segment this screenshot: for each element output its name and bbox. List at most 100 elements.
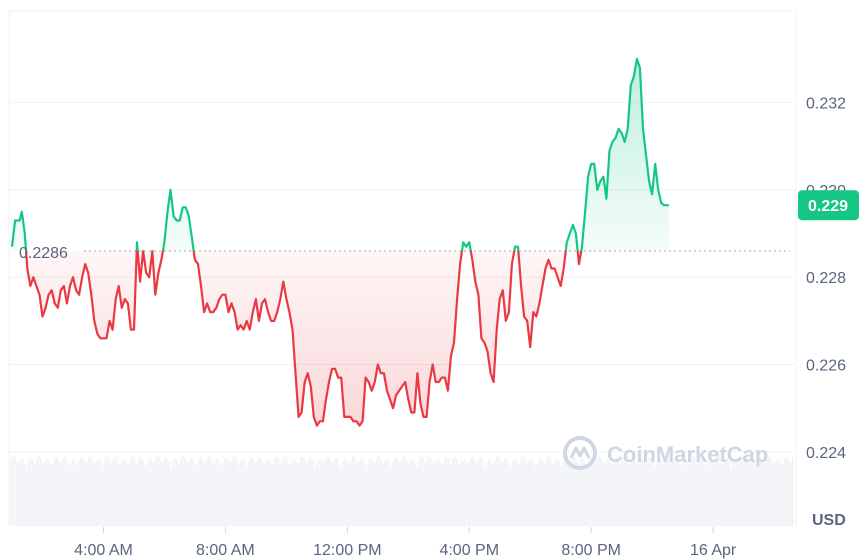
volume-bar <box>176 459 178 526</box>
volume-bar <box>188 461 190 526</box>
price-areas <box>12 59 669 426</box>
volume-bar <box>62 457 64 526</box>
volume-bar <box>438 460 440 526</box>
volume-bar <box>74 461 76 526</box>
volume-bar <box>312 460 314 526</box>
volume-bar <box>642 456 644 526</box>
volume-bar <box>754 463 756 526</box>
watermark-text: CoinMarketCap <box>607 442 768 467</box>
volume-bar <box>534 464 536 526</box>
volume-bar <box>588 460 590 526</box>
volume-bar <box>482 460 484 526</box>
volume-bar <box>536 464 538 526</box>
volume-bar <box>280 463 282 526</box>
volume-bar <box>694 458 696 526</box>
volume-bar <box>402 456 404 526</box>
volume-bar <box>40 458 42 526</box>
volume-bar <box>82 457 84 526</box>
volume-bar <box>274 459 276 526</box>
volume-bar <box>790 462 792 526</box>
volume-bar <box>214 460 216 526</box>
volume-bar <box>358 461 360 526</box>
volume-bar <box>54 458 56 526</box>
volume-bar <box>252 457 254 526</box>
volume-bar <box>140 457 142 526</box>
volume-bar <box>266 460 268 526</box>
volume-bar <box>28 459 30 526</box>
volume-bar <box>598 456 600 526</box>
volume-bar <box>134 458 136 526</box>
y-tick-label: 0.228 <box>806 270 846 287</box>
volume-bar <box>244 461 246 526</box>
volume-bar <box>234 456 236 526</box>
volume-bar <box>158 456 160 526</box>
volume-bar <box>470 457 472 526</box>
volume-bar <box>612 464 614 526</box>
volume-bar <box>608 460 610 526</box>
volume-bar <box>16 461 18 526</box>
volume-bar <box>652 460 654 526</box>
volume-bar <box>212 464 214 526</box>
volume-bar <box>376 457 378 526</box>
volume-bar <box>66 459 68 526</box>
volume-bar <box>480 457 482 526</box>
volume-bar <box>516 460 518 526</box>
volume-bar <box>630 462 632 526</box>
x-tick-label: 12:00 PM <box>313 542 381 559</box>
volume-bar <box>674 457 676 526</box>
watermark: CoinMarketCap <box>563 436 768 470</box>
x-tick-label: 4:00 AM <box>74 542 133 559</box>
volume-bar <box>448 458 450 526</box>
volume-bar <box>502 461 504 526</box>
volume-bar <box>192 459 194 526</box>
volume-bar <box>334 458 336 526</box>
volume-bar <box>558 461 560 526</box>
volume-bar <box>656 461 658 526</box>
volume-bar <box>736 458 738 526</box>
volume-bar <box>144 466 146 526</box>
volume-bar <box>584 462 586 526</box>
volume-bar <box>294 459 296 526</box>
volume-bar <box>26 465 28 526</box>
volume-bar <box>410 460 412 526</box>
volume-bar <box>450 463 452 526</box>
volume-bar <box>626 459 628 526</box>
volume-bar <box>218 460 220 526</box>
volume-bar <box>88 456 90 526</box>
volume-bar <box>546 457 548 526</box>
volume-bar <box>432 462 434 526</box>
volume-bar <box>660 460 662 526</box>
volume-bar <box>316 462 318 526</box>
volume-bar <box>278 458 280 526</box>
volume-bar <box>526 463 528 526</box>
volume-bar <box>524 457 526 526</box>
volume-bar <box>460 462 462 526</box>
volume-bar <box>624 456 626 526</box>
volume-bar <box>22 459 24 526</box>
volume-bar <box>500 461 502 526</box>
volume-bar <box>248 460 250 526</box>
volume-bar <box>510 466 512 526</box>
volume-bar <box>292 460 294 526</box>
volume-bar <box>184 457 186 526</box>
volume-bar <box>618 459 620 526</box>
volume-bar <box>542 460 544 526</box>
volume-bar <box>492 463 494 526</box>
volume-bar <box>786 456 788 526</box>
volume-bar <box>276 456 278 526</box>
volume-bar <box>574 456 576 526</box>
volume-bar <box>666 456 668 526</box>
volume-bar <box>462 460 464 526</box>
volume-bar <box>760 457 762 526</box>
volume-bar <box>300 457 302 526</box>
volume-bar <box>422 457 424 526</box>
volume-bar <box>348 464 350 526</box>
volume-bar <box>94 464 96 526</box>
volume-bar <box>114 456 116 526</box>
volume-bar <box>130 457 132 526</box>
volume-bar <box>226 457 228 526</box>
volume-bar <box>622 458 624 526</box>
volume-bar <box>154 461 156 526</box>
volume-bar <box>780 463 782 526</box>
x-axis: 4:00 AM 8:00 AM 12:00 PM 4:00 PM 8:00 PM 16 A… <box>74 527 737 559</box>
